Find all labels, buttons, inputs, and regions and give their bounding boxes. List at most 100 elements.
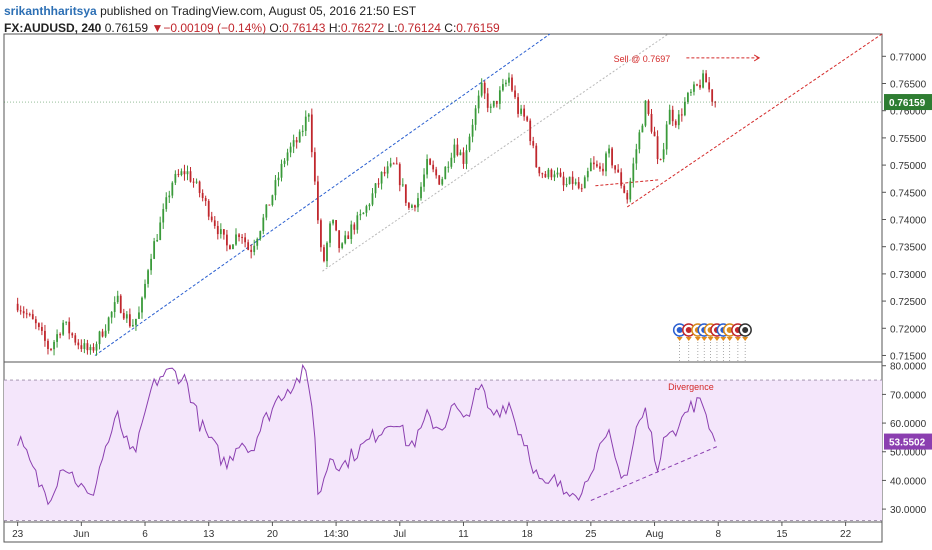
time-tick-label: 23: [12, 529, 24, 540]
candle-body: [690, 91, 692, 93]
time-tick-label: 8: [715, 529, 721, 540]
candle-body: [165, 197, 168, 210]
candle-body: [498, 90, 501, 104]
event-pin: [713, 337, 720, 341]
candle-body: [471, 124, 474, 137]
time-tick-label: 13: [203, 529, 215, 540]
candle-body: [162, 209, 165, 223]
candle-body: [662, 149, 665, 160]
candle-body: [389, 163, 392, 167]
event-markers[interactable]: [672, 323, 752, 362]
candle-body: [377, 183, 380, 185]
candle-body: [656, 136, 659, 160]
candle-body: [313, 152, 316, 182]
candle-body: [222, 229, 225, 235]
price-tick-label: 0.72500: [890, 297, 927, 308]
candle-body: [486, 93, 489, 108]
candle-body: [620, 172, 623, 186]
candle-body: [529, 120, 532, 142]
last-rsi-badge-text: 53.5502: [889, 438, 926, 449]
candle-body: [438, 175, 441, 185]
candle-body: [74, 335, 77, 343]
candle-body: [677, 114, 680, 126]
candle-body: [614, 165, 617, 170]
low-value: 0.76124: [397, 21, 441, 35]
candle-body: [22, 311, 25, 314]
candle-body: [568, 176, 571, 184]
candle-body: [332, 219, 334, 224]
price-tick-label: 0.74000: [890, 215, 927, 226]
symbol-label[interactable]: FX:AUDUSD, 240: [4, 21, 102, 35]
price-tick-label: 0.73500: [890, 243, 927, 254]
candle-body: [547, 169, 550, 178]
price-tick-label: 0.71500: [890, 351, 927, 362]
candle-body: [683, 101, 686, 116]
candle-body: [216, 225, 219, 235]
author-link[interactable]: srikanthharitsya: [4, 4, 97, 18]
candle-body: [650, 113, 653, 132]
rsi-tick-label: 60.0000: [890, 419, 927, 430]
candle-body: [517, 97, 519, 114]
time-tick-label: Jun: [73, 529, 89, 540]
candle-body: [283, 160, 286, 164]
candle-body: [693, 84, 695, 92]
candle-body: [304, 116, 307, 131]
candle-body: [213, 220, 216, 226]
time-tick-label: 11: [458, 529, 469, 540]
price-tick-label: 0.76000: [890, 107, 927, 118]
candle-body: [441, 179, 444, 185]
candle-body: [56, 334, 58, 342]
candle-body: [323, 247, 325, 262]
candle-body: [407, 202, 410, 208]
candle-body: [608, 148, 610, 154]
candle-body: [629, 181, 632, 200]
candle-body: [226, 234, 228, 246]
candle-body: [520, 108, 522, 114]
event-pin: [707, 337, 714, 341]
event-flag-dot: [685, 327, 692, 333]
candle-body: [374, 183, 377, 194]
candle-body: [65, 321, 68, 323]
close-label: C:: [444, 21, 457, 35]
candle-body: [432, 164, 435, 170]
candle-body: [571, 176, 574, 184]
candle-body: [665, 124, 668, 150]
chart-header: srikanthharitsya published on TradingVie…: [4, 3, 500, 37]
candle-body: [711, 89, 714, 102]
candle-body: [508, 77, 510, 83]
candle-body: [414, 205, 416, 208]
candle-body: [671, 109, 674, 122]
candle-body: [159, 222, 162, 240]
candle-body: [92, 347, 95, 351]
candle-body: [404, 184, 407, 203]
candle-body: [28, 314, 31, 316]
candle-body: [350, 224, 353, 239]
candle-body: [25, 313, 28, 315]
candle-body: [41, 326, 43, 331]
candle-body: [383, 171, 386, 174]
candle-body: [626, 192, 629, 200]
rsi-line: [17, 363, 716, 506]
event-pin: [701, 337, 708, 341]
candle-body: [623, 185, 626, 193]
candle-body: [183, 171, 186, 175]
candle-body: [401, 184, 404, 186]
candle-body: [462, 152, 465, 164]
candle-body: [141, 297, 143, 313]
open-value: 0.76143: [282, 21, 326, 35]
time-tick-label: Jul: [393, 529, 406, 540]
candle-body: [156, 239, 159, 242]
candle-body: [286, 152, 289, 161]
price-tick-label: 0.77000: [890, 52, 927, 63]
event-pin: [694, 337, 701, 341]
rsi-tick-label: 50.0000: [890, 448, 927, 459]
candle-body: [122, 312, 125, 319]
candle-body: [638, 132, 641, 150]
candle-body: [589, 162, 592, 172]
candle-body: [444, 166, 447, 180]
candle-body: [253, 245, 256, 253]
open-label: O:: [269, 21, 283, 35]
candle-body: [277, 177, 280, 181]
candle-body: [144, 283, 146, 298]
